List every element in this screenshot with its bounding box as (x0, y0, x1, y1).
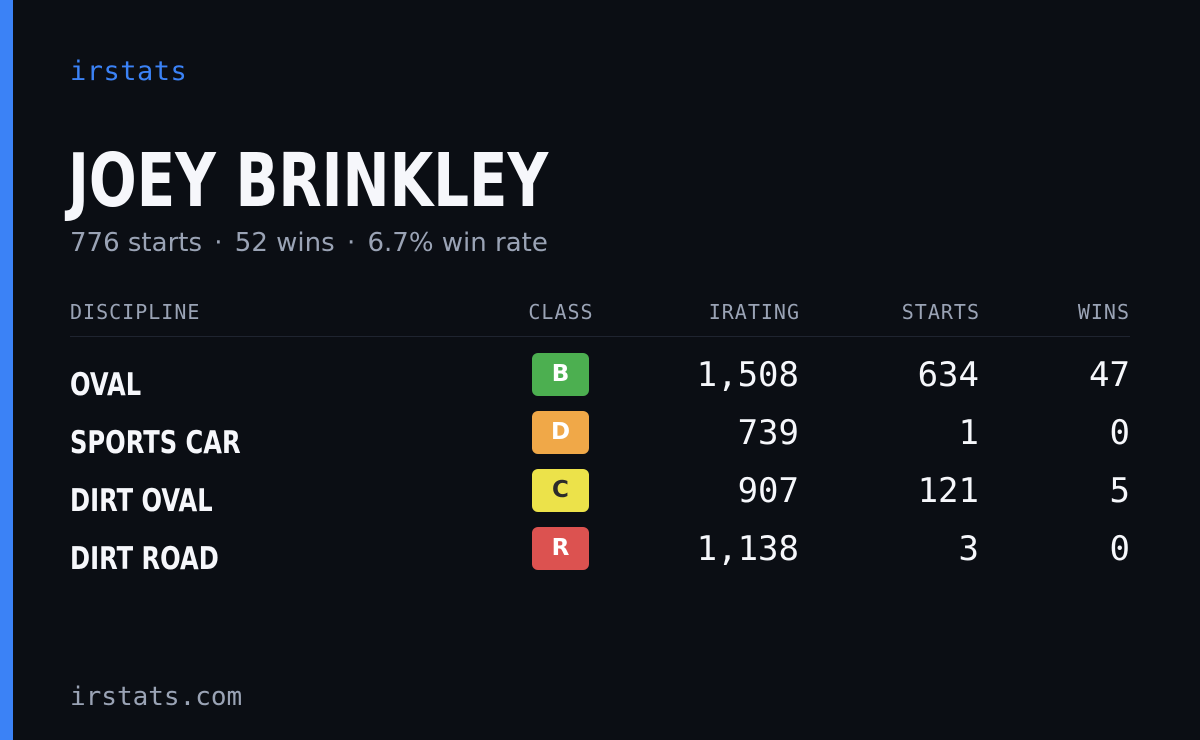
summary-win-rate: 6.7% win rate (367, 228, 548, 258)
discipline-name: DIRT ROAD (70, 541, 219, 577)
license-class-badge: R (532, 527, 589, 570)
license-class-badge: D (532, 411, 589, 454)
accent-bar (0, 0, 13, 740)
table-row: DIRT OVAL C 907 121 5 (70, 469, 1130, 527)
table-row: SPORTS CAR D 739 1 0 (70, 411, 1130, 469)
header-starts: STARTS (901, 300, 980, 324)
summary-wins: 52 wins (234, 228, 335, 258)
starts-value: 3 (958, 529, 979, 569)
irating-value: 1,138 (696, 529, 799, 569)
summary-separator: · (214, 228, 223, 258)
header-irating: IRATING (708, 300, 800, 324)
table-row: OVAL B 1,508 634 47 (70, 353, 1130, 411)
driver-summary: 776 starts · 52 wins · 6.7% win rate (70, 228, 548, 258)
discipline-name: SPORTS CAR (70, 425, 241, 461)
starts-value: 121 (917, 471, 979, 511)
wins-value: 5 (1109, 471, 1130, 511)
starts-value: 634 (917, 355, 979, 395)
header-discipline: DISCIPLINE (70, 300, 201, 324)
table-header: DISCIPLINE CLASS IRATING STARTS WINS (70, 296, 1130, 337)
header-class: CLASS (528, 300, 594, 324)
irating-value: 739 (737, 413, 799, 453)
wins-value: 47 (1089, 355, 1130, 395)
table-body: OVAL B 1,508 634 47 SPORTS CAR D 739 1 0… (70, 337, 1130, 585)
discipline-name: DIRT OVAL (70, 483, 213, 519)
header-wins: WINS (1077, 300, 1130, 324)
irating-value: 1,508 (696, 355, 799, 395)
brand-logo-text: irstats (70, 56, 188, 87)
table-row: DIRT ROAD R 1,138 3 0 (70, 527, 1130, 585)
footer-url: irstats.com (70, 682, 243, 712)
license-class-badge: C (532, 469, 589, 512)
discipline-name: OVAL (70, 367, 142, 403)
starts-value: 1 (958, 413, 979, 453)
summary-separator: · (346, 228, 356, 258)
irating-value: 907 (737, 471, 799, 511)
driver-name: JOEY BRINKLEY (68, 138, 549, 224)
wins-value: 0 (1109, 529, 1130, 569)
summary-starts: 776 starts (70, 228, 202, 258)
license-class-badge: B (532, 353, 589, 396)
discipline-table: DISCIPLINE CLASS IRATING STARTS WINS OVA… (70, 296, 1130, 585)
wins-value: 0 (1109, 413, 1130, 453)
